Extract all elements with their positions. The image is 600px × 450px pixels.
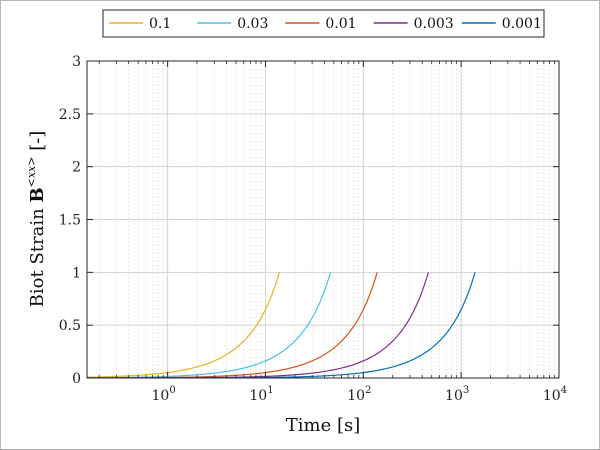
x-tick-label: 103 [445, 385, 469, 404]
legend-label-3: 0.003 [414, 16, 454, 32]
x-tick-labels: 100 101 102 103 104 [152, 385, 568, 404]
x-tick-label-exponent: 2 [365, 385, 371, 396]
major-grid [87, 61, 559, 378]
y-tick-label: 2 [72, 160, 81, 176]
legend-label-2: 0.01 [325, 16, 356, 32]
x-tick-label-exponent: 0 [169, 385, 175, 396]
y-axis-label-superscript: <xx> [25, 157, 38, 188]
x-tick-label-base: 10 [543, 388, 561, 404]
y-axis-label: Biot Strain B<xx> [-] [25, 131, 48, 308]
y-tick-label: 0.5 [59, 318, 81, 334]
x-axis-label: Time [s] [286, 415, 361, 436]
y-tick-label: 2.5 [59, 107, 81, 123]
series-line-0 [87, 272, 280, 378]
ticks-layer [87, 60, 560, 379]
x-tick-label-exponent: 1 [267, 385, 273, 396]
y-tick-label: 3 [72, 54, 81, 70]
legend: 0.1 0.03 0.01 0.003 0.001 [102, 9, 545, 38]
x-tick-label-base: 10 [249, 388, 267, 404]
legend-label-1: 0.03 [237, 16, 268, 32]
legend-label-4: 0.001 [502, 16, 542, 32]
y-axis-label-prefix: Biot Strain [27, 203, 48, 308]
x-tick-label-exponent: 3 [463, 385, 469, 396]
x-tick-label: 101 [249, 385, 273, 404]
y-tick-label: 1.5 [59, 213, 81, 229]
legend-label-0: 0.1 [149, 16, 171, 32]
y-axis-label-symbol: B [27, 187, 48, 202]
x-tick-label-exponent: 4 [561, 385, 567, 396]
x-tick-label-base: 10 [152, 388, 170, 404]
y-axis-label-suffix: [-] [27, 131, 48, 157]
x-tick-label-base: 10 [445, 388, 463, 404]
x-tick-label-base: 10 [347, 388, 365, 404]
x-tick-label: 104 [543, 385, 567, 404]
y-tick-label: 0 [72, 371, 81, 387]
x-tick-label: 100 [152, 385, 176, 404]
x-tick-label: 102 [347, 385, 371, 404]
y-tick-label: 1 [72, 265, 81, 281]
y-tick-labels: 0 0.5 1 1.5 2 2.5 3 [59, 54, 81, 387]
